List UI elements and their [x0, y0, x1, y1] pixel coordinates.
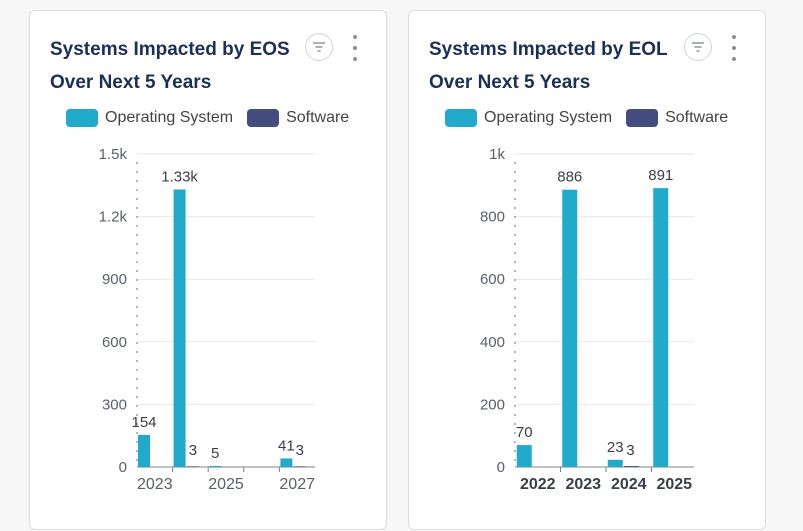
data-label: 23	[607, 439, 624, 456]
bar-operating-system	[516, 445, 532, 467]
y-tick-label: 200	[480, 396, 505, 413]
y-tick-label: 1.5k	[99, 146, 128, 163]
eos-legend: Operating System Software	[66, 109, 363, 127]
eol-card-title: Systems Impacted by EOL Over Next 5 Year…	[429, 39, 668, 93]
x-tick-label: 2023	[565, 476, 601, 493]
y-tick-label: 800	[480, 209, 505, 226]
data-label: 41	[278, 437, 295, 454]
legend-swatch-software	[626, 109, 659, 127]
legend-label: Software	[665, 109, 729, 126]
data-label: 1.33k	[161, 168, 198, 185]
data-label: 3	[189, 442, 197, 459]
x-tick-label: 2025	[208, 476, 244, 493]
legend-swatch-operating-system	[445, 109, 477, 127]
y-tick-label: 0	[497, 459, 505, 476]
data-label: 891	[648, 167, 673, 184]
y-tick-label: 900	[102, 271, 127, 288]
legend-item-operating-system[interactable]: Operating System	[445, 109, 612, 127]
eos-filter-button[interactable]	[305, 33, 333, 61]
more-vertical-icon	[353, 35, 357, 39]
bar-operating-system	[562, 189, 578, 467]
filter-icon	[692, 42, 704, 52]
bar-operating-system	[173, 189, 186, 467]
eos-card-title: Systems Impacted by EOS Over Next 5 Year…	[50, 39, 290, 93]
bar-operating-system	[280, 458, 293, 467]
bar-operating-system	[138, 434, 150, 467]
bar-software	[624, 466, 640, 467]
bar-software	[186, 466, 199, 467]
more-vertical-icon	[732, 35, 736, 39]
legend-item-software[interactable]: Software	[247, 109, 349, 127]
x-tick-label: 2023	[137, 476, 173, 493]
data-label: 3	[626, 442, 634, 459]
data-label: 154	[131, 414, 156, 431]
y-tick-label: 0	[119, 459, 127, 476]
data-label: 70	[516, 424, 533, 441]
x-tick-label: 2027	[279, 476, 315, 493]
bar-operating-system	[209, 465, 222, 467]
eos-chart-card: Systems Impacted by EOS Over Next 5 Year…	[29, 10, 387, 530]
y-tick-label: 600	[480, 271, 505, 288]
x-tick-label: 2025	[656, 476, 692, 493]
legend-item-software[interactable]: Software	[626, 109, 728, 127]
filter-icon	[313, 42, 325, 52]
legend-item-operating-system[interactable]: Operating System	[66, 109, 233, 127]
data-label: 3	[296, 442, 304, 459]
y-tick-label: 600	[102, 334, 127, 351]
x-tick-label: 2022	[520, 476, 556, 493]
bar-software	[293, 466, 306, 467]
eol-legend: Operating System Software	[445, 109, 742, 127]
legend-swatch-operating-system	[66, 109, 98, 127]
x-tick-label: 2024	[611, 476, 647, 493]
y-tick-label: 300	[102, 396, 127, 413]
data-label: 886	[557, 169, 582, 186]
bar-operating-system	[607, 459, 623, 467]
eos-more-options-button[interactable]	[348, 35, 362, 61]
eol-bar-chart: 0 200 400 600 800 1k 70 886 23 3 891 2022 2023 2024 20…	[480, 146, 694, 493]
legend-label: Operating System	[484, 109, 613, 126]
y-tick-label: 400	[480, 334, 505, 351]
eol-filter-button[interactable]	[684, 33, 712, 61]
y-tick-label: 1k	[489, 146, 505, 163]
legend-label: Operating System	[105, 109, 234, 126]
y-tick-label: 1.2k	[99, 209, 128, 226]
legend-label: Software	[286, 109, 350, 126]
eol-more-options-button[interactable]	[727, 35, 741, 61]
bar-operating-system	[653, 188, 669, 467]
eol-chart-card: Systems Impacted by EOL Over Next 5 Year…	[408, 10, 766, 530]
data-label: 5	[211, 445, 219, 462]
legend-swatch-software	[247, 109, 280, 127]
